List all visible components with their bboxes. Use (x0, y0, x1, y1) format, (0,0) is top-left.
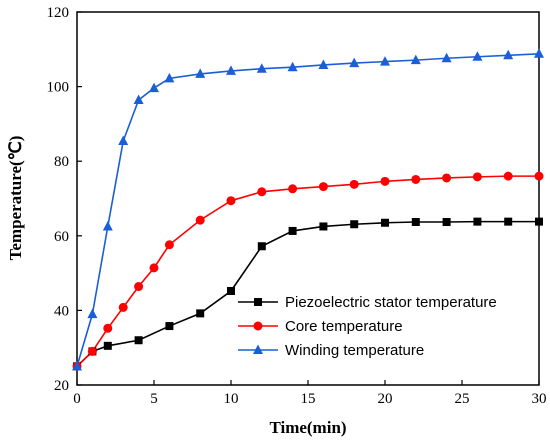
data-point-circle (149, 263, 159, 273)
legend-label: Core temperature (285, 318, 403, 335)
data-point-circle (257, 187, 267, 197)
x-tick-label: 10 (224, 391, 239, 407)
x-axis-title: Time(min) (269, 418, 346, 437)
x-tick-label: 25 (455, 391, 470, 407)
data-point-triangle (534, 48, 544, 58)
legend-label: Winding temperature (285, 342, 424, 359)
data-point-square (319, 222, 328, 231)
data-point-square (535, 217, 543, 226)
data-point-square (350, 220, 359, 229)
data-point-circle (288, 184, 298, 194)
data-point-square (196, 309, 205, 318)
series-markers (72, 48, 544, 371)
data-point-triangle (349, 57, 360, 68)
legend-label: Piezoelectric stator temperature (285, 294, 497, 311)
data-point-triangle (472, 51, 483, 61)
data-point-triangle (256, 63, 267, 73)
y-tick-label: 80 (54, 154, 69, 170)
series-line-circle (76, 175, 539, 367)
data-point-square (227, 287, 235, 296)
data-point-square (442, 217, 451, 226)
data-point-triangle (149, 82, 159, 93)
data-point-square (103, 341, 112, 350)
data-point-circle (380, 176, 390, 186)
data-point-circle (503, 171, 513, 181)
data-point-circle (318, 182, 328, 192)
data-point-triangle (133, 94, 144, 105)
data-point-circle (164, 240, 174, 250)
data-point-square (381, 218, 389, 227)
x-tick-label: 5 (150, 391, 158, 407)
data-point-square (165, 322, 174, 331)
data-point-triangle (102, 220, 113, 231)
data-point-triangle (72, 360, 82, 371)
data-point-circle (118, 302, 128, 312)
data-point-circle (226, 196, 236, 206)
data-point-circle (534, 171, 544, 181)
y-axis-title: Temperature(℃) (6, 136, 25, 261)
legend-marker-circle (253, 321, 263, 331)
data-point-circle (472, 172, 482, 182)
y-tick-label: 100 (47, 80, 70, 96)
data-point-square (411, 217, 420, 226)
legend-marker-square (254, 298, 262, 306)
data-point-square (473, 217, 482, 226)
data-point-triangle (410, 54, 421, 65)
legend-marker-triangle (253, 344, 263, 354)
data-point-triangle (318, 59, 329, 69)
data-point-triangle (287, 61, 298, 72)
data-point-circle (134, 282, 144, 292)
legend: Piezoelectric stator temperature Core tem… (238, 294, 497, 359)
data-point-triangle (380, 56, 390, 66)
x-tick-label: 15 (301, 391, 316, 407)
y-tick-label: 40 (54, 303, 69, 319)
data-point-square (504, 217, 513, 226)
data-point-circle (103, 323, 113, 333)
x-tick-label: 0 (73, 391, 81, 407)
y-tick-label: 60 (54, 229, 69, 245)
data-point-triangle (118, 135, 129, 146)
data-point-circle (442, 173, 452, 183)
y-tick-label: 120 (47, 5, 70, 21)
axis-ticks: 0 5 10 15 20 25 30 20 40 60 80 100 120 (47, 5, 547, 407)
data-point-triangle (87, 308, 98, 319)
data-point-square (257, 242, 266, 251)
data-point-square (288, 226, 297, 235)
x-tick-label: 20 (378, 391, 393, 407)
data-point-square (134, 336, 143, 345)
data-point-circle (349, 179, 359, 189)
data-point-triangle (441, 52, 452, 63)
data-point-triangle (226, 65, 236, 75)
x-tick-label: 30 (532, 391, 547, 407)
data-point-circle (195, 215, 205, 225)
data-point-triangle (164, 72, 175, 83)
y-tick-label: 20 (54, 378, 69, 394)
data-point-circle (87, 346, 97, 356)
data-point-triangle (503, 49, 514, 60)
data-point-triangle (195, 68, 206, 78)
data-point-circle (411, 174, 421, 184)
